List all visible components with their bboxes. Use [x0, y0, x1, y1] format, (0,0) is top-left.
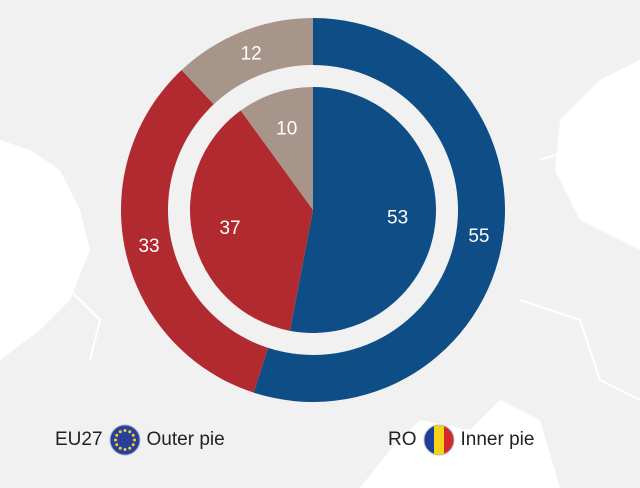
legend-ro-code: RO [388, 429, 417, 450]
outer-slice-0 [253, 18, 506, 402]
inner-slice-label-2: 10 [276, 119, 297, 140]
eu-star-icon [127, 446, 131, 450]
eu-star-icon [113, 438, 117, 442]
eu-star-icon [114, 433, 118, 437]
legend-item-eu27: EU27 Outer pie [55, 422, 225, 458]
eu-flag-icon [109, 424, 141, 456]
inner-slice-1 [190, 110, 313, 331]
eu-star-icon [114, 443, 118, 447]
outer-slice-2 [181, 18, 313, 105]
outer-slice-label-2: 12 [241, 43, 262, 64]
inner-pie-ro [190, 87, 437, 334]
legend-eu27-code: EU27 [55, 429, 103, 450]
outer-slice-label-0: 55 [468, 226, 489, 247]
eu-star-icon [123, 448, 127, 451]
outer-slice-1 [120, 70, 269, 393]
inner-slice-label-0: 53 [387, 207, 408, 228]
eu-star-icon [118, 446, 122, 450]
data-labels: 55 33 12 53 37 10 [138, 43, 489, 257]
eu-star-icon [127, 430, 131, 434]
romania-flag-icon [423, 424, 454, 456]
legend-item-ro: RO Inner pie [388, 422, 534, 458]
eu-star-icon [118, 430, 122, 434]
inner-slice-0 [289, 87, 437, 334]
eu-star-icon [123, 429, 127, 432]
legend-outer-pie-label: Outer pie [146, 429, 225, 450]
eu-star-icon [131, 443, 135, 447]
outer-pie-eu27 [120, 18, 506, 402]
outer-slice-label-1: 33 [138, 236, 159, 257]
map-lines [0, 138, 640, 401]
inner-slice-label-1: 37 [219, 218, 240, 239]
eu-star-icon [131, 433, 135, 437]
inner-slice-2 [240, 87, 313, 210]
legend-inner-pie-label: Inner pie [460, 429, 535, 450]
eu-star-icon [132, 438, 136, 442]
